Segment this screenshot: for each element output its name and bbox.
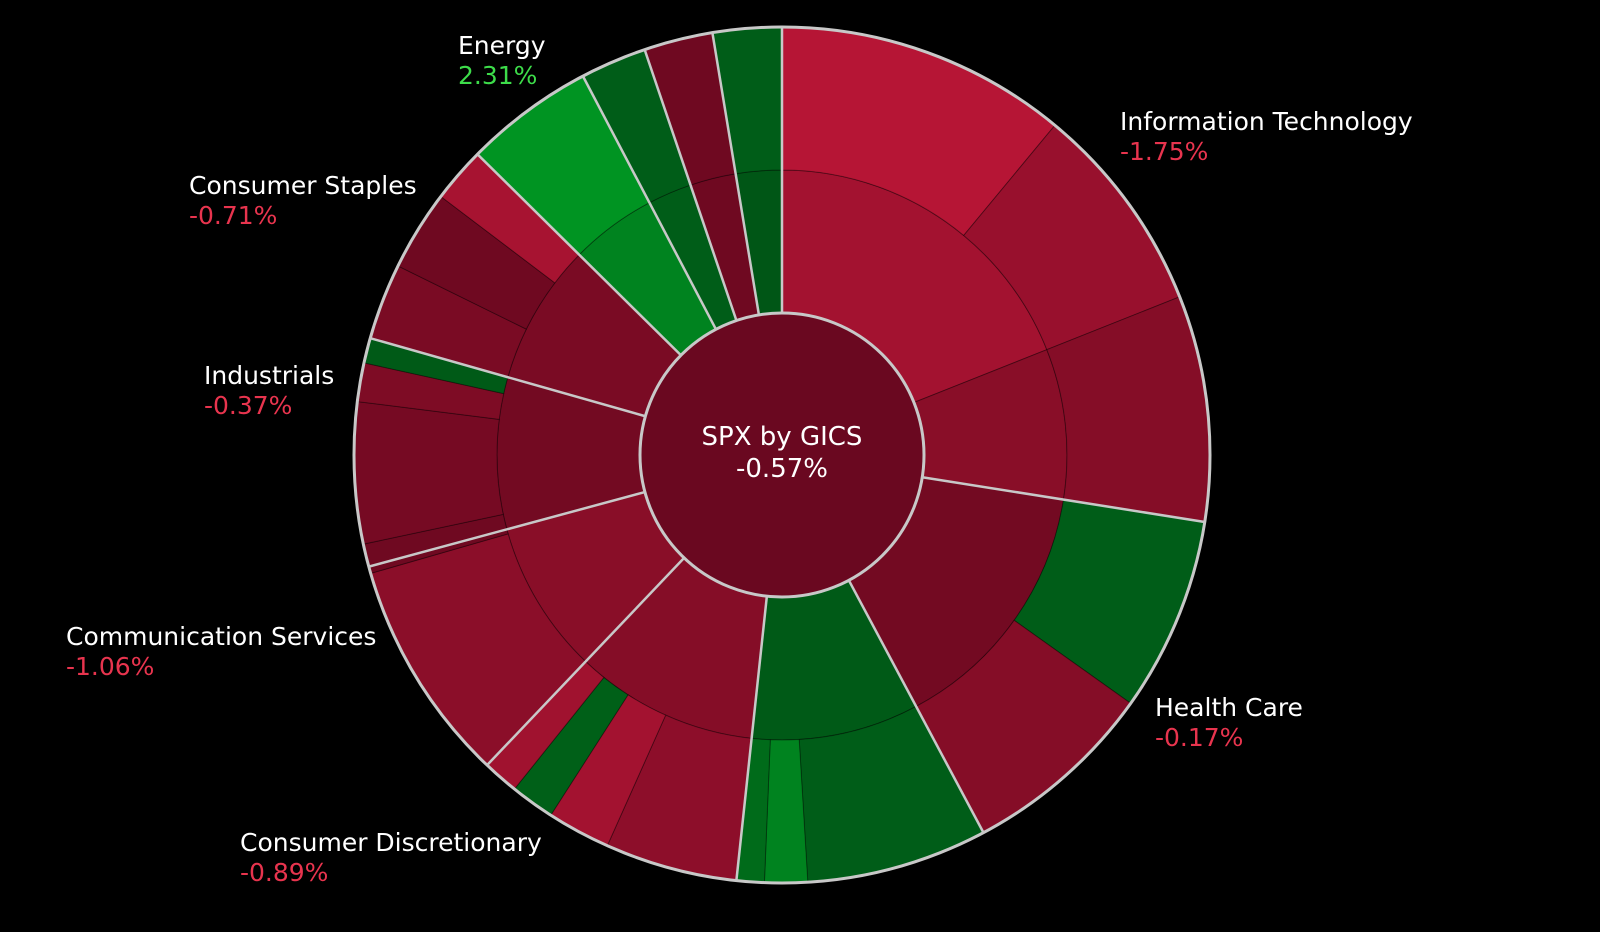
sector-divider-industrials — [368, 490, 646, 568]
sector-label-information-technology: Information Technology — [1120, 107, 1413, 136]
sector-divider-communication-services — [486, 557, 686, 767]
sector-labels: Information Technology-1.75%Health Care-… — [66, 31, 1413, 887]
sector-divider-materials — [581, 75, 718, 330]
sector-divider-energy — [476, 153, 682, 357]
sector-divider-financials — [847, 579, 985, 834]
sector-divider-utilities — [643, 49, 738, 321]
sector-divider-consumer-staples — [369, 336, 646, 418]
sector-divider-real-estate — [711, 32, 761, 316]
center-circle — [638, 311, 926, 599]
sector-value-industrials: -0.37% — [204, 391, 292, 420]
sector-divider-lines — [368, 27, 1205, 881]
sector-label-industrials: Industrials — [204, 361, 334, 390]
sector-label-consumer-discretionary: Consumer Discretionary — [240, 828, 542, 857]
sector-value-consumer-staples: -0.71% — [189, 201, 277, 230]
sector-value-communication-services: -1.06% — [66, 652, 154, 681]
sunburst-wedges — [353, 26, 1211, 884]
center-disc[interactable]: SPX by GICS -0.57% — [638, 311, 926, 599]
center-title: SPX by GICS — [702, 422, 863, 452]
center-value: -0.57% — [736, 454, 828, 484]
sector-value-consumer-discretionary: -0.89% — [240, 858, 328, 887]
sector-label-energy: Energy — [458, 31, 546, 60]
sector-value-energy: 2.31% — [458, 61, 537, 90]
sector-label-communication-services: Communication Services — [66, 622, 376, 651]
sector-value-health-care: -0.17% — [1155, 723, 1243, 752]
sector-divider-consumer-discretionary — [735, 596, 769, 881]
sector-value-information-technology: -1.75% — [1120, 137, 1208, 166]
sector-label-consumer-staples: Consumer Staples — [189, 171, 417, 200]
sector-label-health-care: Health Care — [1155, 693, 1303, 722]
outer-ring — [352, 25, 1212, 885]
sector-divider-health-care — [922, 475, 1205, 524]
